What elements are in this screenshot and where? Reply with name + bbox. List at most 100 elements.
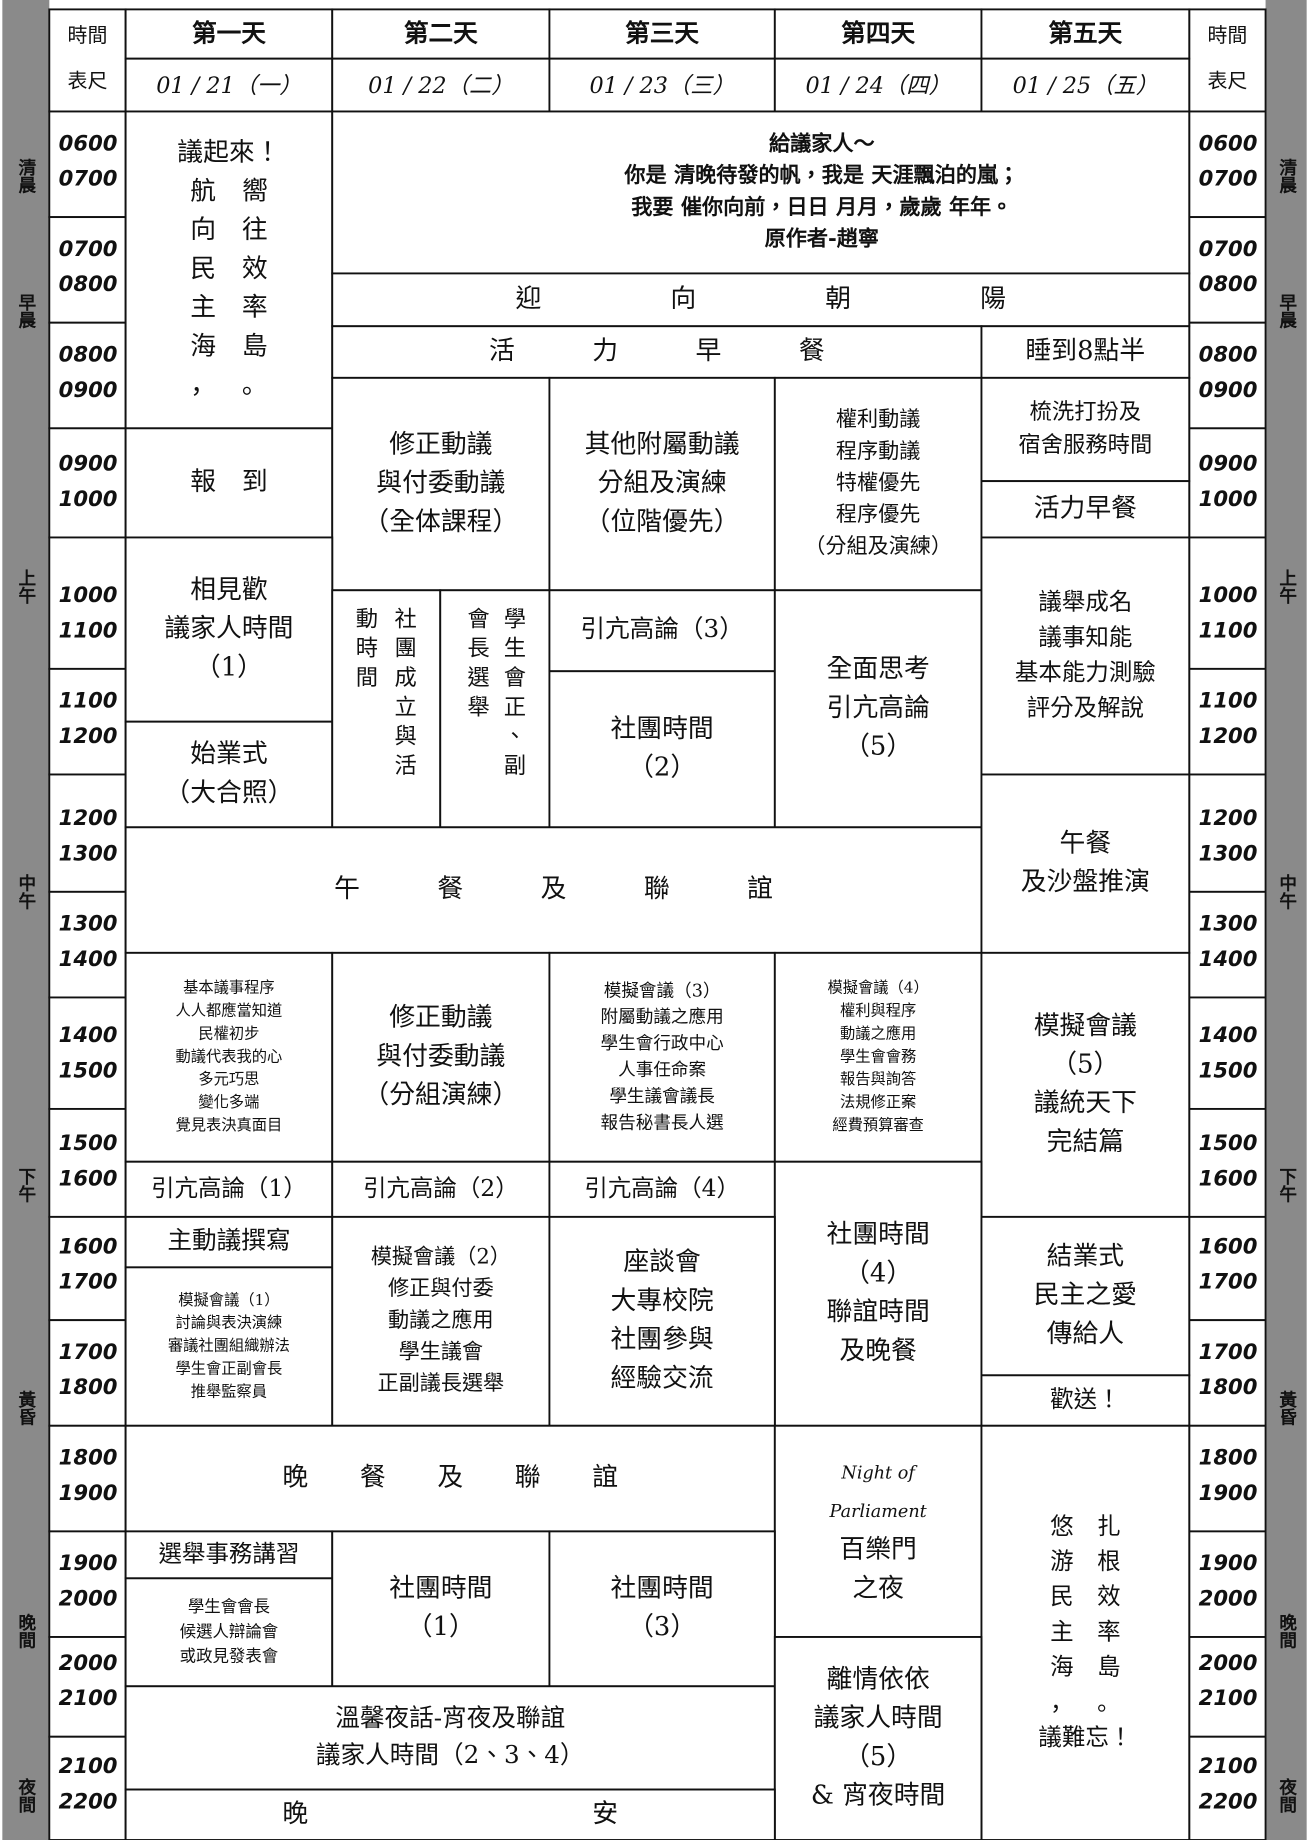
- time-label: 1200: [59, 723, 118, 748]
- cell-text: 會長選舉: [463, 606, 489, 724]
- cell-text: 民主之愛: [1034, 1280, 1137, 1310]
- cell-text: 社團時間: [610, 714, 713, 744]
- cell-text: 討論與表決演練: [176, 1314, 283, 1332]
- cell-text: 午餐: [1060, 828, 1112, 858]
- time-label: 2000: [1199, 1585, 1258, 1610]
- cell-text: （4）: [844, 1258, 912, 1288]
- day-date: 01 / 23（三）: [589, 73, 734, 99]
- time-label: 0700: [1199, 166, 1258, 191]
- time-label: 0800: [59, 271, 118, 296]
- cell-text: 學生會會長: [188, 1597, 270, 1616]
- time-label: 0900: [59, 377, 118, 402]
- time-label: 2000: [59, 1585, 118, 1610]
- time-cell: [48, 1636, 127, 1738]
- time-cell: [48, 667, 127, 776]
- period-label: 黃昏: [16, 1390, 37, 1427]
- cell-text: 民 效: [1050, 1582, 1120, 1610]
- cell-text: 人事任命案: [618, 1060, 706, 1080]
- cell-text: 聯誼時間: [827, 1297, 930, 1327]
- time-cell: [48, 773, 127, 893]
- time-label: 1800: [59, 1445, 118, 1470]
- time-label: 1400: [1199, 1022, 1258, 1047]
- cell-text: 溫馨夜話-宵夜及聯誼: [335, 1703, 565, 1732]
- time-cell: [1188, 1424, 1267, 1533]
- cell-text: 模擬會議: [1034, 1011, 1137, 1041]
- schedule-cell: [773, 376, 983, 592]
- left-strip: [2, 0, 50, 1840]
- time-label: 1800: [1199, 1374, 1258, 1399]
- cell-text: （全体課程）: [363, 507, 518, 537]
- cell-text: 經驗交流: [610, 1363, 713, 1393]
- cell-text: 引亢高論（4）: [584, 1174, 740, 1202]
- cell-text: 權利與程序: [840, 1002, 916, 1020]
- cell-text: 動議之應用: [840, 1024, 916, 1042]
- schedule-cell: [773, 589, 983, 829]
- cell-text: 正副議長選舉: [377, 1370, 504, 1395]
- schedule-cell: [124, 1577, 334, 1688]
- time-label: 1600: [1199, 1165, 1258, 1190]
- cell-text: 傳給人: [1047, 1319, 1124, 1349]
- period-label: 夜間: [16, 1777, 37, 1814]
- cell-text: 引亢高論（2）: [363, 1174, 519, 1202]
- cell-text: 學生會正、副: [500, 606, 526, 782]
- cell-text: 社團參與: [610, 1325, 713, 1355]
- cell-text: 主動議撰寫: [167, 1226, 290, 1255]
- cell-text: 學生議會: [399, 1339, 483, 1364]
- time-label: 1300: [59, 911, 118, 936]
- period-label: 清晨: [16, 158, 37, 195]
- time-label: 1500: [59, 1057, 118, 1082]
- cell-text: 推舉監察員: [191, 1382, 267, 1400]
- schedule-cell: [331, 1530, 551, 1688]
- time-cell: [1188, 321, 1267, 430]
- cell-text: （2）: [628, 753, 696, 783]
- cell-text: （3）: [628, 1612, 696, 1642]
- period-label: 夜間: [1277, 1777, 1298, 1814]
- cell-text: 覺見表決真面目: [176, 1116, 283, 1134]
- schedule-cell: [124, 536, 334, 723]
- schedule-cell: [773, 1160, 983, 1427]
- cell-text: 航 嚮: [190, 176, 267, 206]
- cell-text: 議家人時間（2、3、4）: [316, 1740, 585, 1769]
- cell-text: 悠 扎: [1050, 1512, 1120, 1540]
- time-label: 2200: [59, 1788, 118, 1813]
- time-label: 0700: [1199, 236, 1258, 261]
- cell-text: 模擬會議（2）: [371, 1243, 511, 1268]
- cell-text: 社團時間: [827, 1220, 930, 1250]
- schedule-cell: [124, 951, 334, 1163]
- cell-text: 議難忘！: [1038, 1723, 1132, 1751]
- schedule-cell: [124, 1215, 334, 1269]
- schedule-cell: [548, 951, 776, 1163]
- cell-text: 主 率: [190, 293, 267, 323]
- time-label: 0900: [1199, 377, 1258, 402]
- time-label: 1200: [1199, 805, 1258, 830]
- schedule-cell: [773, 1424, 983, 1638]
- time-label: 1600: [59, 1165, 118, 1190]
- cell-text: 宿舍服務時間: [1018, 432, 1152, 458]
- cell-text: 之夜: [852, 1573, 904, 1603]
- cell-text: 晚 安: [282, 1799, 618, 1829]
- cell-text: （大合照）: [164, 778, 293, 808]
- time-header: [1188, 8, 1267, 113]
- cell-text: 模擬會議（1）: [178, 1291, 279, 1309]
- cell-text: 睡到8點半: [1025, 336, 1145, 366]
- cell-text: 大專校院: [610, 1286, 713, 1316]
- time-label: 0700: [59, 236, 118, 261]
- cell-text: 變化多端: [198, 1093, 259, 1111]
- time-cell: [48, 996, 127, 1110]
- time-cell: [48, 321, 127, 430]
- cell-text: Night of: [840, 1463, 918, 1483]
- cell-text: 程序動議: [836, 438, 920, 463]
- cell-text: 民 效: [190, 254, 267, 284]
- period-label: 晚間: [16, 1613, 37, 1650]
- time-label: 0800: [1199, 342, 1258, 367]
- cell-text: 候選人辯論會: [180, 1622, 279, 1641]
- cell-text: 民權初步: [198, 1024, 259, 1042]
- cell-text: 海 島: [1050, 1653, 1120, 1681]
- cell-text: 游 根: [1050, 1547, 1120, 1575]
- cell-text: 及晚餐: [839, 1336, 916, 1366]
- time-cell: [1188, 890, 1267, 999]
- day-date: 01 / 25（五）: [1013, 73, 1158, 99]
- time-label: 1900: [1199, 1480, 1258, 1505]
- day-date: 01 / 21（一）: [156, 73, 301, 99]
- day-name: 第三天: [625, 19, 699, 48]
